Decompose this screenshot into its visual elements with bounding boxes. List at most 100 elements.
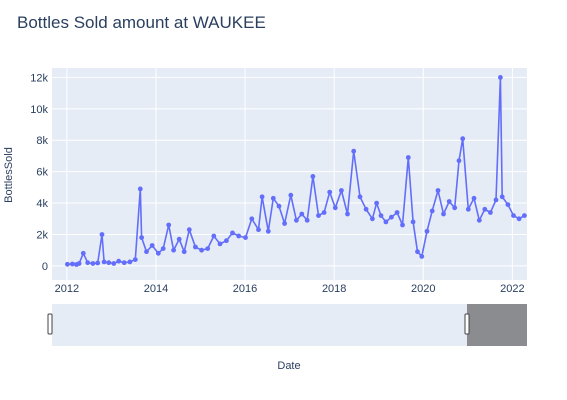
data-point [288, 192, 294, 198]
data-point [276, 203, 282, 209]
data-point [383, 219, 389, 225]
data-point [116, 258, 122, 264]
data-point [476, 217, 482, 223]
data-point [493, 197, 499, 203]
data-point [90, 261, 96, 266]
data-point [522, 213, 527, 219]
data-point [465, 206, 471, 212]
data-point [132, 257, 138, 262]
plot-background [52, 68, 527, 280]
x-tick-label: 2022 [500, 283, 524, 295]
range-slider-right-handle[interactable] [464, 313, 470, 335]
data-point [205, 246, 211, 252]
data-point [327, 189, 333, 195]
data-point [441, 211, 446, 217]
data-point [265, 228, 271, 234]
y-tick-label: 10k [30, 104, 48, 116]
data-point [65, 261, 70, 267]
y-tick-label: 4k [36, 198, 48, 210]
y-axis-title: BottlesSold [3, 147, 15, 203]
y-tick-label: 0 [42, 261, 48, 273]
series-layer [65, 75, 527, 267]
data-point [76, 261, 82, 266]
data-point [410, 219, 416, 225]
data-point [516, 216, 522, 222]
data-point [498, 75, 503, 80]
y-tick-label: 6k [36, 167, 48, 179]
y-tick-label: 2k [36, 229, 48, 241]
data-point [310, 174, 316, 179]
data-point [149, 243, 155, 248]
data-point [243, 235, 248, 241]
data-point [85, 260, 91, 266]
data-point [166, 222, 172, 228]
data-point [95, 260, 101, 266]
x-axis-title: Date [277, 360, 300, 372]
data-point [424, 228, 430, 234]
range-slider-left-handle[interactable] [47, 313, 53, 335]
data-point [217, 241, 223, 247]
data-point [460, 136, 466, 142]
data-point [378, 213, 384, 219]
range-slider-track[interactable] [52, 304, 527, 346]
data-point [321, 210, 327, 215]
data-point [144, 249, 149, 255]
data-point [351, 148, 357, 154]
data-point [155, 250, 161, 256]
chart-title: Bottles Sold amount at WAUKEE [17, 13, 266, 32]
data-point [193, 244, 198, 250]
data-point [304, 217, 310, 223]
x-tick-labels: 2012 2014 2016 2018 2020 2022 [55, 283, 525, 295]
range-slider[interactable] [47, 304, 527, 346]
data-point [400, 222, 405, 228]
data-point [121, 260, 127, 266]
data-point [211, 233, 217, 239]
data-point [299, 211, 305, 217]
y-tick-label: 12k [30, 72, 48, 84]
data-point [236, 233, 242, 239]
data-point [176, 236, 182, 242]
data-point [294, 217, 299, 223]
data-point [505, 202, 511, 208]
data-point [101, 259, 107, 265]
data-point [199, 247, 205, 253]
series-line [67, 76, 525, 266]
data-point [256, 227, 261, 233]
data-point [499, 194, 505, 200]
y-tick-labels: 0 2k 4k 6k 8k 10k 12k [30, 72, 48, 272]
data-point [106, 260, 112, 266]
data-point [511, 213, 516, 219]
data-point [70, 261, 75, 267]
data-point [446, 199, 452, 204]
data-point [456, 158, 462, 164]
data-point [389, 214, 394, 220]
data-point [127, 259, 133, 265]
data-point [224, 238, 229, 244]
data-point [345, 211, 350, 217]
data-point [249, 216, 255, 222]
x-tick-label: 2018 [322, 283, 346, 295]
data-point [270, 195, 276, 201]
data-point [332, 205, 338, 211]
data-point [139, 235, 145, 241]
data-point [429, 208, 435, 214]
x-tick-label: 2012 [55, 283, 79, 295]
data-point [316, 213, 321, 219]
x-tick-label: 2016 [233, 283, 257, 295]
data-point [363, 206, 369, 212]
data-point [482, 206, 488, 212]
data-point [171, 247, 177, 253]
range-slider-shaded-region [467, 304, 527, 346]
y-tick-label: 8k [36, 135, 48, 147]
data-point [259, 194, 265, 200]
data-point [471, 195, 477, 201]
data-point [282, 221, 287, 226]
data-point [111, 261, 117, 266]
data-point [186, 227, 192, 233]
data-point [160, 246, 166, 252]
data-point [405, 155, 411, 160]
data-point [374, 200, 379, 206]
data-point [181, 249, 187, 255]
